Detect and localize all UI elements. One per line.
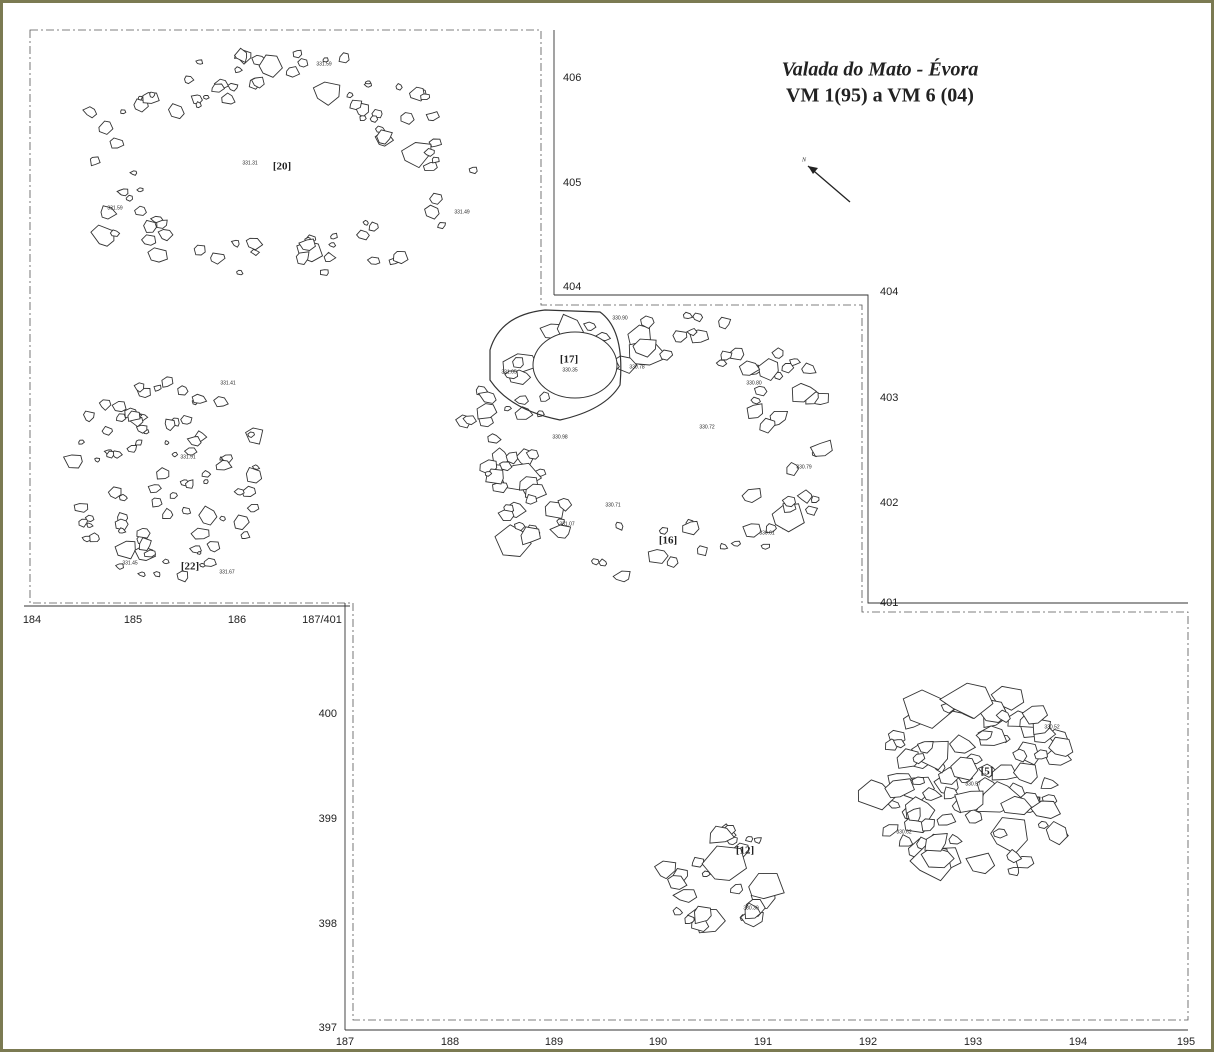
stone xyxy=(198,552,201,555)
stone xyxy=(144,220,157,232)
stone xyxy=(204,480,209,484)
stone xyxy=(746,837,753,842)
title: Valada do Mato - Évora xyxy=(782,58,979,81)
grid-label: 398 xyxy=(319,918,337,930)
stone xyxy=(321,270,329,276)
frame xyxy=(2,2,1213,1051)
grid-label: 403 xyxy=(880,392,898,404)
feature-label: [5] xyxy=(981,766,994,778)
grid-label: 187/401 xyxy=(302,614,342,626)
stone xyxy=(513,358,524,368)
elevation: 330.79 xyxy=(796,464,812,470)
elevation: 330.72 xyxy=(699,424,715,430)
grid-label: 193 xyxy=(964,1036,982,1048)
grid-label: 406 xyxy=(563,72,581,84)
elevation: 330.98 xyxy=(552,434,568,440)
stone xyxy=(370,116,378,123)
elevation: 330.78 xyxy=(629,364,645,370)
elevation: 330.71 xyxy=(605,502,621,508)
elevation: 330.30 xyxy=(743,905,759,911)
elevation: 331.59 xyxy=(316,61,332,67)
grid-label: 404 xyxy=(563,281,581,293)
stone xyxy=(432,157,439,163)
subtitle: VM 1(95) a VM 6 (04) xyxy=(786,85,974,107)
stone xyxy=(1008,867,1019,875)
stone xyxy=(365,81,370,84)
stone xyxy=(121,110,126,114)
stone xyxy=(469,167,477,173)
stone xyxy=(135,440,142,445)
grid-label: 400 xyxy=(319,708,337,720)
grid-label: 189 xyxy=(545,1036,563,1048)
grid-label: 188 xyxy=(441,1036,459,1048)
feature-label: [17] xyxy=(560,354,578,366)
elevation: 331.67 xyxy=(219,569,235,575)
elevation: 331.49 xyxy=(454,209,470,215)
elevation: 331.45 xyxy=(122,560,138,566)
grid-label: 187 xyxy=(336,1036,354,1048)
elevation: 331.07 xyxy=(559,521,575,527)
elevation: 331.41 xyxy=(220,380,236,386)
stone xyxy=(350,100,362,109)
grid-label: 184 xyxy=(23,614,41,626)
grid-label: 399 xyxy=(319,813,337,825)
grid-label: 190 xyxy=(649,1036,667,1048)
feature-label: [16] xyxy=(659,535,677,547)
grid-label: 405 xyxy=(563,177,581,189)
elevation: 331.59 xyxy=(107,205,123,211)
elevation: 330.61 xyxy=(759,530,775,536)
grid-label: 186 xyxy=(228,614,246,626)
stone xyxy=(692,857,704,867)
elevation: 331.91 xyxy=(180,454,196,460)
stone xyxy=(137,528,150,538)
grid-label: 185 xyxy=(124,614,142,626)
elevation: 330.57 xyxy=(965,781,981,787)
grid-label: 401 xyxy=(880,597,898,609)
stone xyxy=(698,546,708,556)
stone xyxy=(204,95,210,99)
grid-label: 192 xyxy=(859,1036,877,1048)
stone xyxy=(200,563,205,567)
stone xyxy=(196,60,203,64)
grid-label: 191 xyxy=(754,1036,772,1048)
stone xyxy=(138,96,142,100)
stone xyxy=(74,504,88,513)
grid-label: 397 xyxy=(319,1022,337,1034)
elevation: 330.35 xyxy=(562,367,578,373)
feature-label: [22] xyxy=(181,561,199,573)
grid-label: 195 xyxy=(1177,1036,1195,1048)
feature-label: [20] xyxy=(273,161,291,173)
grid-label: 194 xyxy=(1069,1036,1087,1048)
stone xyxy=(182,507,190,514)
grid-label: 404 xyxy=(880,286,898,298)
elevation: 331.31 xyxy=(242,160,258,166)
stone xyxy=(360,116,366,121)
grid-label: 402 xyxy=(880,497,898,509)
stone xyxy=(148,248,168,262)
elevation: 330.62 xyxy=(896,829,912,835)
elevation: 330.80 xyxy=(746,380,762,386)
elevation: 330.52 xyxy=(1044,724,1060,730)
stone xyxy=(421,94,430,100)
stone xyxy=(812,496,820,503)
stone xyxy=(194,245,205,255)
elevation: 330.90 xyxy=(612,315,628,321)
feature-label: [12] xyxy=(736,845,754,857)
elevation: 331.05 xyxy=(501,369,517,375)
site-plan: N Valada do Mato - Évora VM 1(95) a VM 6… xyxy=(0,0,1214,1052)
